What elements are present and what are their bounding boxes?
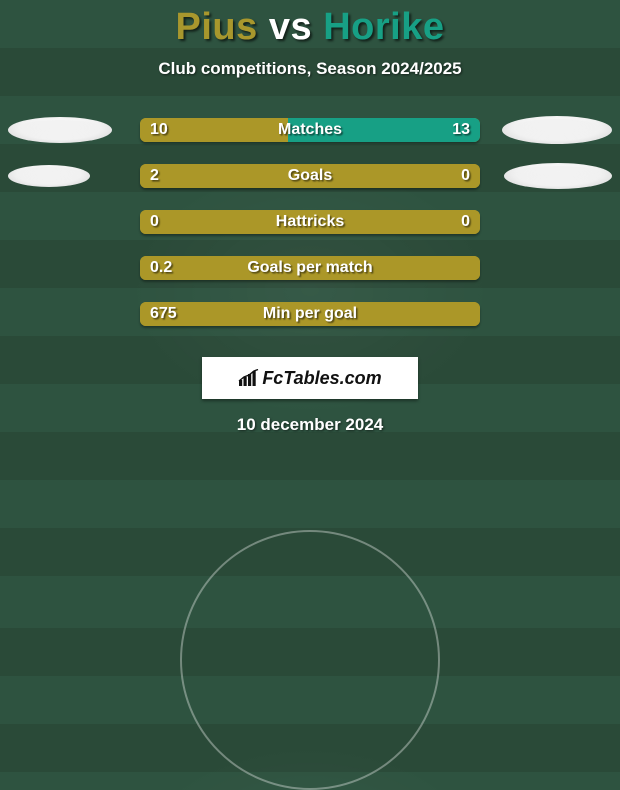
- stat-label: Goals per match: [247, 259, 372, 277]
- brand-box[interactable]: FcTables.com: [202, 357, 418, 399]
- bars-icon: [238, 369, 260, 387]
- stat-label: Goals: [288, 167, 332, 185]
- player2-name: Horike: [323, 6, 444, 48]
- brand-logo: FcTables.com: [238, 368, 381, 389]
- stat-bar: 675 Min per goal: [140, 302, 480, 326]
- stat-bar: 0.2 Goals per match: [140, 256, 480, 280]
- value-disc: [502, 116, 612, 144]
- value-disc: [504, 163, 612, 189]
- stat-right-value: 0: [461, 213, 470, 231]
- pitch-center-arc: [180, 530, 440, 790]
- stat-row: 2 Goals 0: [0, 153, 620, 199]
- stat-bar: 2 Goals 0: [140, 164, 480, 188]
- stat-right-value: 13: [452, 121, 470, 139]
- stat-left-value: 2: [150, 167, 159, 185]
- stat-left-value: 675: [150, 305, 177, 323]
- value-disc: [8, 117, 112, 143]
- stat-bar: 0 Hattricks 0: [140, 210, 480, 234]
- player1-name: Pius: [176, 6, 258, 48]
- stats-area: 10 Matches 13 2 Goals 0 0 Hattricks 0 0.2 Goals pe…: [0, 107, 620, 337]
- stat-row: 10 Matches 13: [0, 107, 620, 153]
- date: 10 december 2024: [0, 415, 620, 435]
- value-disc: [8, 165, 90, 187]
- stat-label: Matches: [278, 121, 342, 139]
- stat-left-value: 0.2: [150, 259, 172, 277]
- vs-text: vs: [269, 6, 312, 48]
- stat-row: 0.2 Goals per match: [0, 245, 620, 291]
- subtitle: Club competitions, Season 2024/2025: [0, 59, 620, 79]
- stat-row: 0 Hattricks 0: [0, 199, 620, 245]
- title: Pius vs Horike: [0, 0, 620, 49]
- stat-left-value: 10: [150, 121, 168, 139]
- stat-row: 675 Min per goal: [0, 291, 620, 337]
- stat-left-value: 0: [150, 213, 159, 231]
- brand-text: FcTables.com: [262, 368, 381, 389]
- stat-right-value: 0: [461, 167, 470, 185]
- stat-label: Hattricks: [276, 213, 344, 231]
- stat-label: Min per goal: [263, 305, 357, 323]
- comparison-card: Pius vs Horike Club competitions, Season…: [0, 0, 620, 580]
- stat-bar: 10 Matches 13: [140, 118, 480, 142]
